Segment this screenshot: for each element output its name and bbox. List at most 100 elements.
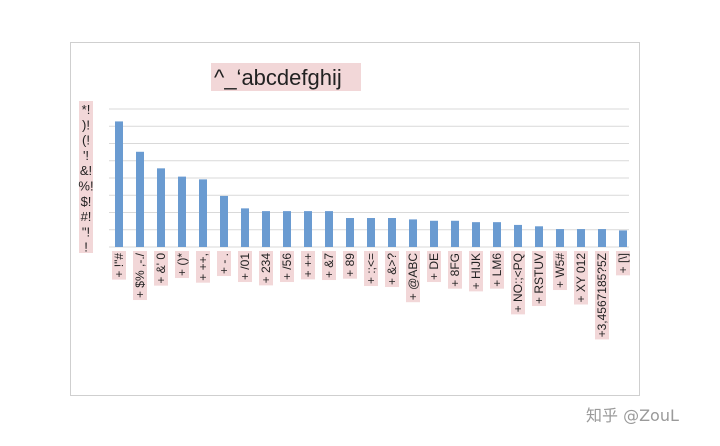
x-tick-label: + 234 [259, 253, 273, 284]
x-tick-label: + ++ [301, 253, 315, 277]
x-tick-label-highlight [385, 251, 399, 288]
bar [325, 211, 333, 247]
x-tick-labels: + !"# + $% ,-./ + &' 0 + ()* + ++, + - . + /01… [112, 251, 630, 340]
x-tick-label-group: + 234 [259, 251, 273, 286]
bar [241, 208, 249, 247]
y-axis-label: &! [80, 163, 92, 178]
x-tick-label: +3,4567185?5Z [595, 253, 609, 337]
bar [346, 218, 354, 247]
bar [157, 168, 165, 247]
bar [556, 229, 564, 247]
x-tick-label-highlight [112, 251, 126, 280]
x-tick-label-group: + NO:;<PQ [511, 251, 525, 315]
x-tick-label-group: + W5# [553, 251, 567, 291]
x-tick-label-highlight [469, 251, 483, 292]
x-tick-label-highlight [280, 251, 294, 283]
x-tick-label-group: + $% ,-./ [133, 251, 147, 301]
x-tick-label-highlight [490, 251, 504, 289]
x-tick-label: + RSTUV [532, 253, 546, 304]
x-tick-label: + :;<= [364, 253, 378, 284]
watermark: 知乎 @ZouL [586, 406, 679, 425]
chart-frame: ^_‘abcdefghij *!)! (! '! &!%! $! #! "!! + !"# +… [70, 42, 640, 396]
x-tick-label-group: + &>? [385, 251, 399, 288]
bar [199, 179, 207, 247]
x-tick-label-group: + 8FG [448, 251, 462, 289]
x-tick-label-group: + LM6 [490, 251, 504, 289]
x-tick-label-group: + XY 012 [574, 251, 588, 305]
bar [115, 121, 123, 247]
bars [115, 121, 627, 247]
bar [598, 229, 606, 247]
y-axis-label: *! [82, 102, 91, 117]
bar [178, 176, 186, 247]
y-axis-highlight [79, 101, 93, 253]
bar [409, 219, 417, 247]
x-tick-label: + 8FG [448, 253, 462, 287]
x-tick-label: + &' 0 [154, 253, 168, 284]
x-tick-label: + XY 012 [574, 253, 588, 303]
x-tick-label-group: + DE [427, 251, 441, 283]
y-axis-label: "! [82, 224, 90, 239]
y-axis-label: %! [78, 179, 93, 194]
x-tick-label-group: + - . [217, 251, 231, 277]
x-tick-label-group: + /56 [280, 251, 294, 283]
x-tick-label-highlight [154, 251, 168, 286]
x-tick-label-highlight [301, 251, 315, 280]
x-tick-label-highlight [343, 251, 357, 279]
x-tick-label-group: + RSTUV [532, 251, 546, 307]
x-tick-label-group: + ()* [175, 251, 189, 279]
x-tick-label-highlight [616, 251, 630, 276]
x-tick-label-highlight [574, 251, 588, 305]
x-tick-label: + &7 [322, 253, 336, 278]
chart-title-group: ^_‘abcdefghij [211, 63, 361, 91]
bar [136, 151, 144, 247]
x-tick-label-group: + &' 0 [154, 251, 168, 286]
x-tick-label: + DE [427, 253, 441, 280]
bar [304, 211, 312, 247]
y-axis-label: #! [81, 209, 92, 224]
chart-title-highlight [211, 63, 361, 91]
bar [619, 230, 627, 247]
x-tick-label: + $% ,-./ [133, 252, 147, 298]
bar [493, 222, 501, 247]
x-tick-label-group: + ++ [301, 251, 315, 280]
bar [514, 224, 522, 247]
x-tick-label-highlight [448, 251, 462, 289]
x-tick-label-highlight [259, 251, 273, 286]
x-tick-label: + NO:;<PQ [511, 253, 525, 312]
x-tick-label-highlight [427, 251, 441, 283]
bar [451, 220, 459, 247]
x-tick-label-highlight [532, 251, 546, 307]
x-tick-label: + W5# [553, 253, 567, 288]
x-tick-label-group: + !"# [112, 251, 126, 280]
x-tick-label-group: +3,4567185?5Z [595, 251, 609, 340]
x-tick-label-highlight [511, 251, 525, 315]
chart-title: ^_‘abcdefghij [214, 65, 342, 90]
x-tick-label: + HIJK [469, 253, 483, 289]
x-tick-label-highlight [238, 251, 252, 283]
bar [472, 222, 480, 247]
x-tick-label-highlight [322, 251, 336, 281]
x-tick-label: + - . [217, 253, 231, 274]
x-tick-label-highlight [175, 251, 189, 279]
bar [220, 195, 228, 247]
x-tick-label-highlight [217, 251, 231, 277]
x-tick-label-highlight [364, 251, 378, 287]
bar [367, 218, 375, 247]
y-axis-label: (! [82, 133, 90, 148]
bar [535, 226, 543, 247]
x-tick-label: + /56 [280, 253, 294, 280]
y-axis-label: '! [83, 148, 89, 163]
x-tick-label-group: + @ABC [406, 251, 420, 303]
x-tick-label-group: + HIJK [469, 251, 483, 292]
x-tick-label: + LM6 [490, 253, 504, 287]
y-axis-labels: *!)!(!'!&!%!$!#!"!! [78, 101, 94, 255]
x-tick-label: + @ABC [406, 253, 420, 301]
x-tick-label: + [\] [616, 253, 630, 273]
x-tick-label-group: + /01 [238, 251, 252, 283]
x-tick-label-group: + [\] [616, 251, 630, 276]
bar [283, 211, 291, 247]
x-tick-label: + !"# [112, 253, 126, 278]
grid-lines [109, 108, 629, 248]
